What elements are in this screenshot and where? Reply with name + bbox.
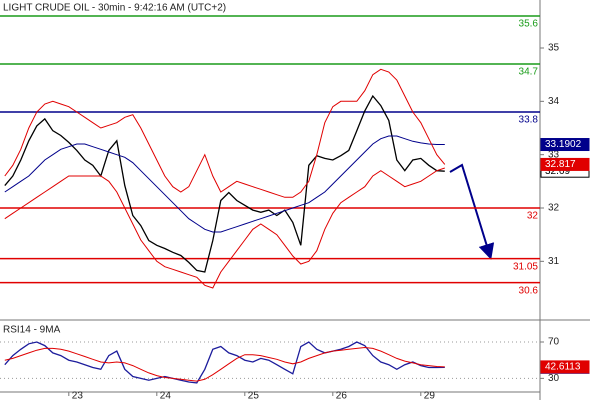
level-label: 35.6 (519, 19, 539, 30)
price-tag-label: 32.69 (545, 166, 570, 177)
series-line (4, 346, 445, 382)
level-label: 32 (527, 211, 539, 222)
chart-title: LIGHT CRUDE OIL - 30min - 9:42:16 AM (UT… (3, 3, 226, 14)
y-tick-label: 70 (548, 337, 560, 348)
x-tick-label: 29 (424, 391, 436, 400)
price-tag (540, 157, 590, 171)
y-tick-label: 34 (548, 96, 560, 107)
level-label: 31.05 (513, 261, 538, 272)
x-tick-label: 25 (248, 391, 260, 400)
series-line (4, 68, 446, 198)
price-tag (540, 360, 590, 374)
x-tick-label: 26 (336, 391, 348, 400)
price-tag-label: 33.1902 (545, 139, 582, 150)
level-label: 30.6 (519, 285, 539, 296)
y-tick-label: 35 (548, 43, 560, 54)
price-tag-label: 32.817 (545, 159, 576, 170)
price-tag (540, 138, 590, 152)
x-tick-label: 24 (160, 391, 172, 400)
series-line (4, 167, 445, 289)
y-tick-label: 32 (548, 203, 560, 214)
y-tick-label: 31 (548, 256, 560, 267)
rsi-title: RSI14 - 9MA (3, 325, 61, 336)
x-tick-label: 23 (72, 391, 84, 400)
forecast-arrow (449, 163, 495, 260)
level-label: 33.8 (519, 115, 539, 126)
level-label: 34.7 (519, 67, 539, 78)
series-line (4, 135, 445, 233)
series-line (4, 94, 445, 273)
y-tick-label: 30 (548, 373, 560, 384)
price-tag-label: 42.6113 (545, 362, 581, 373)
y-tick-label: 33 (548, 149, 560, 160)
series-line (4, 341, 445, 384)
